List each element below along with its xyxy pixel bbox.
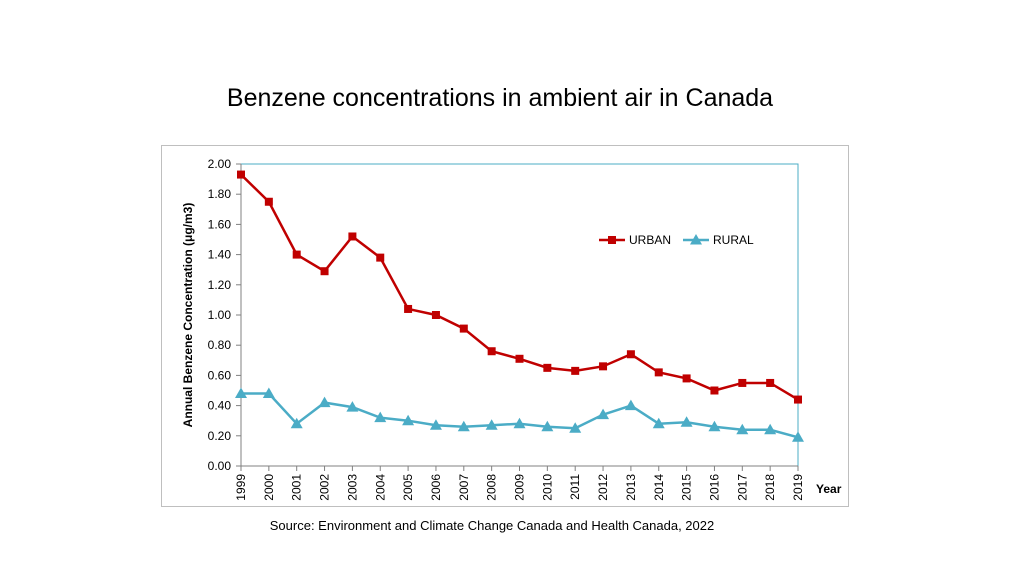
y-tick-label: 0.60 xyxy=(208,368,232,382)
source-note: Source: Environment and Climate Change C… xyxy=(269,518,715,533)
y-axis-title: Annual Benzene Concentration (μg/m3) xyxy=(181,203,195,428)
x-tick-label: 2000 xyxy=(262,474,276,501)
data-point-urban xyxy=(794,395,802,404)
data-point-rural xyxy=(346,401,359,412)
data-point-urban xyxy=(571,366,580,375)
x-axis-title: Year xyxy=(816,482,842,496)
data-point-rural xyxy=(652,417,665,429)
y-tick-label: 1.20 xyxy=(208,278,232,292)
x-tick-label: 2007 xyxy=(457,474,471,501)
x-tick-label: 2016 xyxy=(707,474,721,501)
legend-marker-urban xyxy=(608,236,616,244)
data-point-rural xyxy=(513,417,526,429)
x-tick-label: 2019 xyxy=(791,474,805,501)
data-point-rural xyxy=(402,414,415,426)
data-point-urban xyxy=(292,250,301,259)
data-point-rural xyxy=(736,423,749,435)
data-point-rural xyxy=(792,431,804,442)
data-point-rural xyxy=(708,420,721,432)
legend-label-urban: URBAN xyxy=(629,233,671,247)
data-point-rural xyxy=(262,387,275,399)
x-tick-label: 2013 xyxy=(624,474,638,501)
data-point-urban xyxy=(459,324,468,333)
x-tick-label: 2011 xyxy=(568,474,582,500)
line-chart: 0.00 0.20 0.40 0.60 0.80 1.00 1.20 1.40 1.60 1.80… xyxy=(181,157,842,501)
y-tick-label: 1.60 xyxy=(208,217,232,231)
data-point-rural xyxy=(318,396,331,408)
data-point-rural xyxy=(680,416,693,427)
x-tick-label: 2017 xyxy=(735,474,749,501)
y-tick-label: 1.00 xyxy=(208,308,232,322)
data-point-urban xyxy=(487,347,496,356)
data-point-urban xyxy=(348,232,357,241)
data-point-rural xyxy=(764,423,777,435)
data-point-rural xyxy=(429,419,442,430)
data-point-rural xyxy=(290,417,303,429)
data-point-urban xyxy=(682,374,691,383)
data-point-urban xyxy=(515,354,524,363)
legend-marker-rural xyxy=(690,234,702,245)
x-tick-label: 2002 xyxy=(318,474,332,501)
x-tick-label: 2004 xyxy=(373,474,387,501)
data-point-urban xyxy=(654,368,663,377)
data-point-urban xyxy=(376,253,385,262)
x-tick-label: 2003 xyxy=(345,474,359,501)
data-point-urban xyxy=(431,311,440,319)
x-tick-label: 2009 xyxy=(513,474,527,501)
slide-title: Benzene concentrations in ambient air in… xyxy=(226,84,774,112)
y-tick-label: 0.40 xyxy=(208,399,232,413)
y-tick-label: 2.00 xyxy=(208,157,232,171)
data-point-urban xyxy=(404,304,413,313)
data-point-rural xyxy=(374,411,387,423)
data-point-urban xyxy=(626,350,635,359)
y-tick-label: 0.20 xyxy=(208,429,232,443)
x-tick-label: 1999 xyxy=(234,474,248,501)
data-point-rural xyxy=(235,387,247,399)
y-tick-label: 0.80 xyxy=(208,338,232,352)
series-line-urban xyxy=(240,173,799,401)
y-tick-label: 0.00 xyxy=(208,459,232,473)
x-tick-label: 2001 xyxy=(290,474,304,501)
data-point-urban xyxy=(710,386,719,395)
data-point-rural xyxy=(541,420,554,432)
data-point-urban xyxy=(599,362,608,371)
data-point-urban xyxy=(264,197,273,206)
chart-area: 0.00 0.20 0.40 0.60 0.80 1.00 1.20 1.40 1.60 1.80… xyxy=(161,145,849,507)
data-point-urban xyxy=(320,267,329,276)
x-tick-label: 2010 xyxy=(540,474,554,501)
x-tick-label: 2005 xyxy=(401,474,415,501)
data-point-urban xyxy=(237,170,245,179)
data-point-rural xyxy=(457,420,470,432)
x-tick-label: 2008 xyxy=(485,474,499,501)
x-tick-label: 2018 xyxy=(763,474,777,501)
data-point-urban xyxy=(766,378,775,387)
data-point-rural xyxy=(624,399,637,411)
data-point-urban xyxy=(543,363,552,372)
data-point-rural xyxy=(485,419,498,430)
x-tick-label: 2006 xyxy=(429,474,443,501)
y-tick-label: 1.40 xyxy=(208,248,232,262)
data-point-rural xyxy=(597,408,610,420)
x-tick-label: 2014 xyxy=(652,474,666,501)
x-tick-label: 2015 xyxy=(680,474,694,501)
x-tick-label: 2012 xyxy=(596,474,610,501)
y-tick-label: 1.80 xyxy=(208,187,232,201)
legend-label-rural: RURAL xyxy=(713,233,754,247)
data-point-rural xyxy=(569,422,582,433)
data-point-urban xyxy=(738,378,747,387)
